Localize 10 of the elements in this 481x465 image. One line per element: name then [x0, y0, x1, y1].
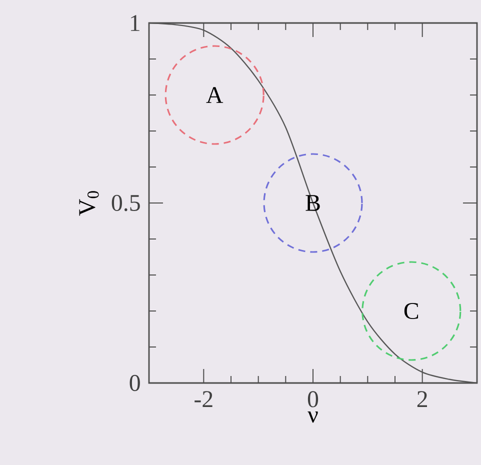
annotation: C: [404, 302, 418, 320]
x-tick-label: 2: [417, 391, 427, 407]
x-axis-title: ν: [308, 411, 318, 423]
x-tick-label: 0: [308, 391, 318, 408]
y-axis-title: V$_{0}$: [79, 191, 99, 216]
annotation: A: [206, 87, 224, 103]
y-tick-label: 0.5: [112, 194, 140, 212]
y-tick-label: 1: [130, 15, 140, 31]
y-tick-label: 0: [130, 374, 140, 392]
x-tick-label: -2: [194, 391, 212, 407]
